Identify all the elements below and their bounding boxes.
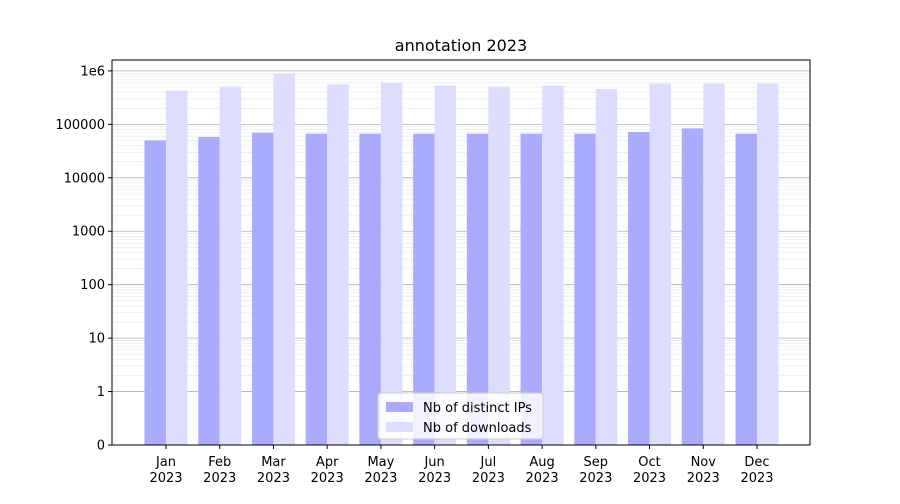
legend-swatch (386, 422, 413, 432)
x-tick-label-year: 2023 (633, 471, 666, 486)
x-tick-label-year: 2023 (311, 471, 344, 486)
x-tick-label-month: Jun (423, 455, 444, 470)
x-tick-label-month: Aug (529, 455, 554, 470)
bar-distinct-ips (520, 133, 543, 445)
x-tick-label-year: 2023 (740, 471, 773, 486)
x-tick-label-month: Mar (261, 455, 286, 470)
x-tick-label-month: May (367, 455, 394, 470)
bar-downloads (595, 88, 618, 446)
x-tick-label-year: 2023 (579, 471, 612, 486)
legend-label: Nb of downloads (423, 421, 532, 436)
legend-label: Nb of distinct IPs (423, 401, 532, 416)
x-tick-label-month: Dec (744, 455, 769, 470)
bar-distinct-ips (359, 133, 381, 445)
bar-distinct-ips (144, 140, 166, 445)
bar-downloads (219, 86, 242, 445)
bar-distinct-ips (251, 132, 274, 445)
y-tick-label: 10000 (64, 171, 105, 186)
bar-distinct-ips (413, 133, 435, 445)
bar-distinct-ips (735, 133, 757, 445)
bar-downloads (380, 82, 403, 445)
bars (144, 73, 779, 446)
x-tick-label-year: 2023 (472, 471, 505, 486)
bar-distinct-ips (574, 133, 596, 445)
x-tick-label-year: 2023 (364, 471, 397, 486)
bar-distinct-ips (466, 133, 489, 445)
x-tick-label-year: 2023 (687, 471, 720, 486)
bar-downloads (488, 86, 510, 445)
y-tick-label: 10 (88, 332, 105, 347)
chart-title: annotation 2023 (395, 36, 527, 55)
bar-downloads (649, 83, 672, 445)
x-tick-label-year: 2023 (526, 471, 559, 486)
bar-downloads (703, 83, 725, 445)
bar-downloads (166, 90, 188, 445)
x-tick-label-year: 2023 (203, 471, 236, 486)
bar-downloads (542, 85, 564, 446)
y-tick-label: 0 (97, 439, 105, 454)
x-axis: Jan2023Feb2023Mar2023Apr2023May2023Jun20… (149, 445, 774, 486)
bar-downloads (434, 85, 457, 446)
x-tick-label-month: Feb (208, 455, 231, 470)
bar-downloads (273, 73, 295, 446)
x-tick-label-month: Oct (638, 455, 660, 470)
x-tick-label-month: Sep (584, 455, 609, 470)
x-tick-label-year: 2023 (257, 471, 290, 486)
bar-distinct-ips (628, 131, 650, 445)
x-tick-label-year: 2023 (418, 471, 451, 486)
x-tick-label-year: 2023 (149, 471, 182, 486)
y-tick-label: 100000 (55, 118, 105, 133)
y-axis: 0 1 10 100 1000 10000 100000 1e6 (55, 64, 112, 454)
bar-downloads (757, 83, 779, 445)
bar-distinct-ips (198, 136, 220, 445)
x-tick-label-month: Nov (691, 455, 717, 470)
bar-distinct-ips (305, 133, 328, 445)
x-tick-label-month: Jul (480, 455, 497, 470)
bar-distinct-ips (681, 128, 704, 445)
x-tick-label-month: Jan (155, 455, 176, 470)
legend-box (377, 392, 544, 440)
y-tick-label: 1000 (72, 225, 105, 240)
legend-swatch (386, 402, 413, 412)
legend: Nb of distinct IPs Nb of downloads (377, 392, 544, 440)
y-tick-label: 1 (97, 385, 105, 400)
y-tick-label: 100 (80, 278, 105, 293)
x-tick-label-month: Apr (316, 455, 339, 470)
y-tick-label: 1e6 (80, 64, 105, 79)
plot-area-frame (111, 59, 811, 446)
bar-downloads (327, 84, 349, 445)
